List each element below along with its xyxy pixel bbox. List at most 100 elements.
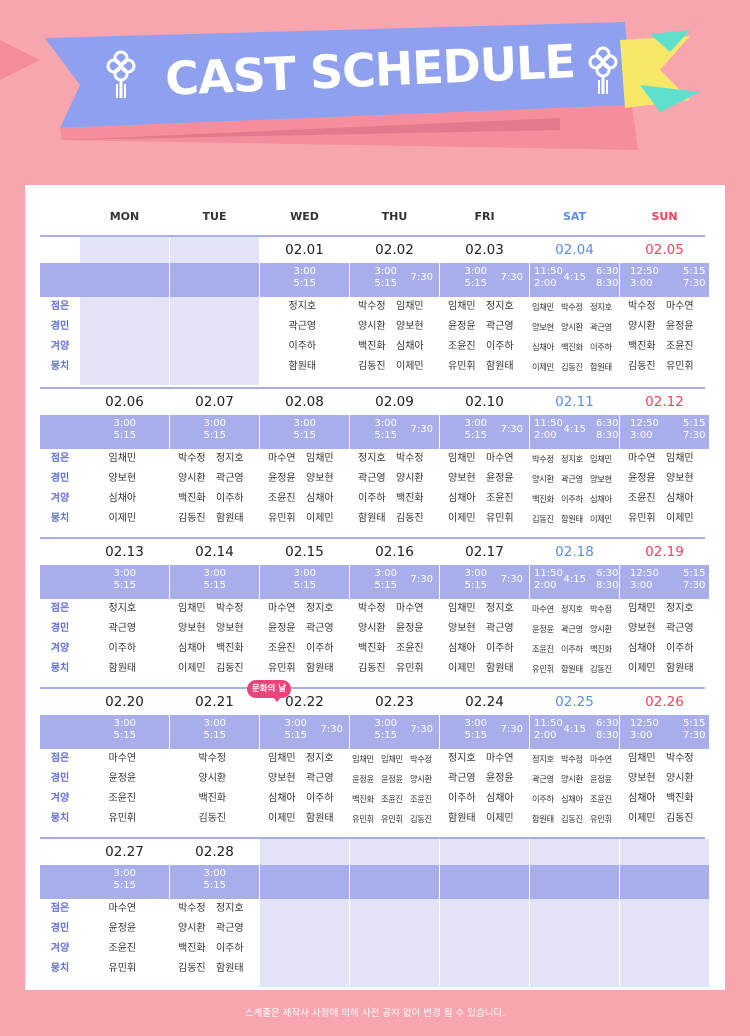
- cast-name: 곽근영: [306, 773, 334, 784]
- role-label: 뭉치: [50, 963, 70, 974]
- cast-name: 박수정: [666, 753, 694, 764]
- show-time: 5:15: [293, 580, 316, 591]
- cast-name: 이제민: [178, 663, 206, 674]
- cast-name: 박수정: [561, 754, 583, 764]
- time-band: 3:00 5:15: [80, 415, 169, 449]
- cast-name: 마수연: [486, 753, 514, 764]
- cast-name: 조윤진: [108, 943, 137, 954]
- cast-name: 곽근영: [561, 624, 583, 634]
- cast-name: 임채민: [590, 454, 612, 464]
- show-time: 2:00: [534, 278, 557, 289]
- show-time: 5:15: [203, 430, 226, 441]
- cast-name: 임채민: [396, 301, 424, 312]
- show-time: 7:30: [500, 574, 523, 585]
- cast-name: 양시환: [410, 774, 432, 784]
- cast-name: 곽근영: [358, 473, 386, 484]
- day-cell: [620, 839, 709, 987]
- cast-name: 마수연: [396, 603, 424, 614]
- cast-name: 임채민: [352, 754, 374, 764]
- cast-name: 곽근영: [666, 623, 694, 634]
- time-band: 3:00 5:15 7:30: [440, 263, 529, 297]
- time-band: 12:50 3:00 5:15 7:30: [620, 565, 709, 599]
- cast-name: 김동진: [396, 513, 424, 524]
- time-band: 11:50 2:00 4:15 6:30 8:30: [530, 263, 619, 297]
- week-row: 점은 경민 겨양 뭉치 02.06 3:00 5:15 임채민 양보현 심채아 이제민 02.07 3:…: [40, 387, 709, 537]
- cast-name: 유민휘: [381, 814, 403, 824]
- day-cell: 02.12 12:50 3:00 5:15 7:30 마수연 임채민 윤정윤 양보현 조윤진 심채아…: [620, 389, 709, 537]
- cast-name: 정지호: [306, 603, 334, 614]
- cast-list: 박수정 정지호 양시환 곽근영 백진화 이주하 김동진 함원태: [170, 899, 259, 987]
- show-time: 8:30: [596, 580, 619, 591]
- cast-name: 함원태: [590, 362, 612, 372]
- cast-name: 김동진: [410, 814, 432, 824]
- cast-name: 함원태: [108, 663, 137, 674]
- cast-name: 조윤진: [590, 794, 612, 804]
- cast-name: 임채민: [448, 603, 476, 614]
- day-header-thu: THU: [381, 210, 408, 223]
- show-time: 6:30: [596, 266, 619, 277]
- cast-name: 윤정윤: [268, 623, 296, 634]
- cast-name: 유민휘: [268, 663, 296, 674]
- role-label: 겨양: [50, 943, 70, 954]
- cast-name: 함원태: [486, 663, 514, 674]
- cast-name: 이주하: [306, 793, 334, 804]
- cast-name: 백진화: [358, 643, 386, 654]
- cast-name: 양보현: [628, 773, 656, 784]
- cast-name: 양보현: [178, 623, 206, 634]
- cast-name: 백진화: [178, 943, 206, 954]
- cast-name: 양보현: [448, 623, 476, 634]
- cast-name: 심채아: [108, 493, 137, 504]
- culture-day-badge: 문화의 날: [247, 680, 291, 702]
- cast-list: 마수연 임채민 윤정윤 양보현 조윤진 심채아 유민휘 이제민: [260, 449, 349, 537]
- day-cell: 02.24 3:00 5:15 7:30 정지호 마수연 곽근영 윤정윤 이주하 심채아 함원태 이제…: [440, 689, 529, 837]
- cast-name: 이주하: [288, 341, 317, 352]
- cast-name: 조윤진: [381, 794, 403, 804]
- cast-name: 윤정윤: [108, 773, 137, 784]
- cast-name: 심채아: [396, 341, 424, 352]
- time-band: 3:00 5:15 7:30: [260, 715, 349, 749]
- cast-name: 유민휘: [448, 361, 476, 372]
- cast-name: 이제민: [448, 663, 476, 674]
- time-band: 3:00 5:15: [170, 415, 259, 449]
- empty-cell-shade: [620, 839, 709, 987]
- cast-name: 임채민: [628, 753, 656, 764]
- cast-name: 임채민: [178, 603, 206, 614]
- cast-name: 정지호: [216, 453, 244, 464]
- show-time: 3:00: [374, 418, 397, 429]
- cast-list: 임채민 정지호 양보현 곽근영 심채아 이주하 이제민 함원태: [620, 599, 709, 687]
- empty-cell-shade: [350, 839, 439, 987]
- cast-name: 박수정: [358, 301, 386, 312]
- role-label: 겨양: [50, 493, 70, 504]
- cast-name: 양보현: [216, 623, 244, 634]
- cast-name: 심채아: [628, 793, 656, 804]
- show-time: 6:30: [596, 418, 619, 429]
- cast-name: 박수정: [216, 603, 244, 614]
- cast-name: 김동진: [216, 663, 244, 674]
- schedule-board: MON TUE WED THU FRI SAT SUN 점은 경민 겨양 뭉치 02.01 3:00 5…: [25, 185, 725, 990]
- date-label: 02.24: [465, 694, 504, 710]
- cast-name: 이제민: [306, 513, 334, 524]
- date-label: 02.14: [195, 544, 234, 560]
- cast-name: 임채민: [268, 753, 296, 764]
- show-time: 12:50: [630, 718, 659, 729]
- day-cell: 02.25 11:50 2:00 4:15 6:30 8:30 정지호 박수정 마수연 곽근영 양시…: [530, 689, 619, 837]
- show-time: 2:00: [534, 730, 557, 741]
- cast-name: 유민휘: [396, 663, 424, 674]
- day-cell: 02.02 3:00 5:15 7:30 박수정 임채민 양시환 양보현 백진화 심채아 김동진 이제…: [350, 237, 439, 385]
- show-time: 5:15: [203, 880, 226, 891]
- cast-name: 이제민: [532, 362, 554, 372]
- cast-list: 임채민 양보현 심채아 이제민: [80, 449, 169, 537]
- show-time: 7:30: [683, 730, 706, 741]
- cast-name: 조윤진: [268, 493, 296, 504]
- role-label: 점은: [50, 753, 70, 764]
- cast-name: 백진화: [628, 341, 656, 352]
- cast-list: 임채민 마수연 양보현 윤정윤 심채아 조윤진 이제민 유민휘: [440, 449, 529, 537]
- day-cell: 02.14 3:00 5:15 임채민 박수정 양보현 양보현 심채아 백진화 이제민 김동진: [170, 539, 259, 687]
- week-row: 점은 경민 겨양 뭉치 02.27 3:00 5:15 마수연 윤정윤 조윤진 유민휘 02.28 3:…: [40, 837, 709, 987]
- cast-name: 임채민: [448, 301, 476, 312]
- show-time: 3:00: [203, 868, 226, 879]
- cast-list: 박수정 마수연 양시환 윤정윤 백진화 조윤진 김동진 유민휘: [620, 297, 709, 385]
- time-band: 3:00 5:15 7:30: [440, 715, 529, 749]
- cast-name: 양시환: [628, 321, 656, 332]
- cast-name: 박수정: [561, 302, 583, 312]
